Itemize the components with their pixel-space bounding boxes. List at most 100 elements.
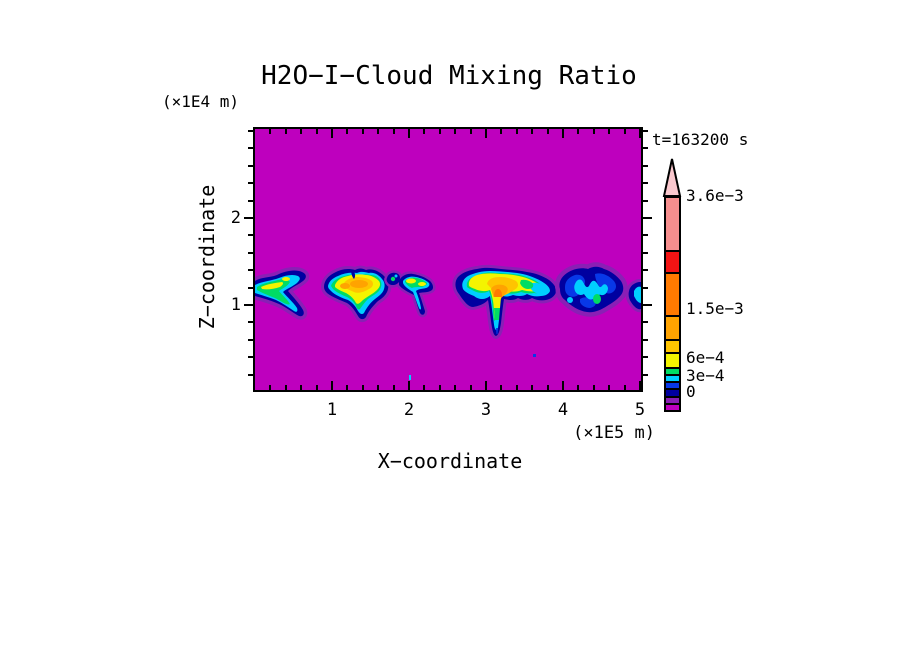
cloud-5 — [554, 262, 628, 317]
speck — [533, 354, 536, 357]
colorbar-segment — [666, 352, 679, 367]
tick-mark — [577, 129, 579, 134]
colorbar-segment — [666, 403, 679, 410]
tick-mark — [643, 356, 648, 358]
tick-mark — [248, 200, 253, 202]
tick-mark — [500, 129, 502, 134]
tick-mark — [643, 287, 648, 289]
tick-mark — [643, 304, 652, 306]
tick-mark — [547, 385, 549, 390]
tick-mark — [269, 385, 271, 390]
tick-mark — [454, 129, 456, 134]
tick-mark — [643, 200, 648, 202]
tick-mark — [285, 129, 287, 134]
tick-mark — [593, 129, 595, 134]
x-tick-label-4: 4 — [557, 400, 569, 420]
cloud-6 — [625, 279, 641, 313]
tick-mark — [285, 385, 287, 390]
tick-mark — [593, 385, 595, 390]
tick-mark — [248, 165, 253, 167]
tick-mark — [470, 129, 472, 134]
colorbar-overflow-arrow — [662, 158, 682, 197]
tick-mark — [643, 182, 648, 184]
tick-mark — [248, 339, 253, 341]
tick-mark — [248, 269, 253, 271]
cloud-2 — [321, 265, 392, 323]
x-axis-title: X−coordinate — [377, 449, 523, 473]
tick-mark — [562, 381, 564, 390]
colorbar-label-0: 0 — [686, 382, 696, 401]
colorbar-segment — [666, 198, 679, 250]
tick-mark — [362, 129, 364, 134]
colorbar-label-3e-4: 3e−4 — [686, 366, 725, 385]
cloud-4 — [452, 264, 560, 339]
x-tick-label-5: 5 — [634, 400, 646, 420]
contour-plot — [255, 129, 641, 390]
x-tick-label-3: 3 — [480, 400, 492, 420]
tick-mark — [643, 269, 648, 271]
tick-mark — [516, 385, 518, 390]
tick-mark — [393, 385, 395, 390]
tick-mark — [643, 374, 648, 376]
tick-mark — [316, 385, 318, 390]
tick-mark — [531, 129, 533, 134]
tick-mark — [248, 287, 253, 289]
tick-mark — [643, 147, 648, 149]
tick-mark — [316, 129, 318, 134]
tick-mark — [248, 321, 253, 323]
tick-mark — [485, 381, 487, 390]
tick-mark — [300, 129, 302, 134]
colorbar-segment — [666, 250, 679, 272]
tick-mark — [624, 385, 626, 390]
colorbar-segment — [666, 396, 679, 403]
tick-mark — [439, 385, 441, 390]
tick-mark — [608, 129, 610, 134]
tick-mark — [485, 129, 487, 138]
tick-mark — [346, 129, 348, 134]
tick-mark — [643, 252, 648, 254]
tick-mark — [377, 385, 379, 390]
tick-mark — [643, 339, 648, 341]
x-axis-unit-label: (×1E5 m) — [573, 423, 655, 443]
colorbar-segment — [666, 381, 679, 388]
z-axis-unit-label: (×1E4 m) — [162, 92, 240, 111]
plot-background — [255, 129, 641, 390]
tick-mark — [248, 252, 253, 254]
colorbar-label-3_6e-3: 3.6e−3 — [686, 186, 744, 205]
tick-mark — [639, 129, 641, 138]
colorbar-label-1_5e-3: 1.5e−3 — [686, 299, 744, 318]
tick-mark — [562, 129, 564, 138]
colorbar-segment — [666, 339, 679, 352]
tick-mark — [269, 129, 271, 134]
tick-mark — [531, 385, 533, 390]
speck — [409, 375, 411, 380]
tick-mark — [377, 129, 379, 134]
colorbar-segment — [666, 388, 679, 396]
tick-mark — [408, 129, 410, 138]
tick-mark — [500, 385, 502, 390]
x-tick-label-2: 2 — [403, 400, 415, 420]
tick-mark — [643, 130, 648, 132]
tick-mark — [248, 234, 253, 236]
tick-mark — [248, 374, 253, 376]
tick-mark — [639, 381, 641, 390]
tick-mark — [516, 129, 518, 134]
colorbar-segment — [666, 315, 679, 339]
cloud-3 — [384, 270, 436, 318]
time-annotation: t=163200 s — [652, 130, 749, 149]
tick-mark — [408, 381, 410, 390]
tick-mark — [439, 129, 441, 134]
tick-mark — [643, 234, 648, 236]
tick-mark — [547, 129, 549, 134]
tick-mark — [643, 217, 652, 219]
z-tick-label-2: 2 — [230, 208, 241, 228]
tick-mark — [454, 385, 456, 390]
tick-mark — [346, 385, 348, 390]
x-tick-label-1: 1 — [326, 400, 338, 420]
colorbar-segment — [666, 272, 679, 315]
tick-mark — [423, 385, 425, 390]
tick-mark — [577, 385, 579, 390]
cloud-1 — [255, 267, 310, 320]
tick-mark — [423, 129, 425, 134]
tick-mark — [362, 385, 364, 390]
